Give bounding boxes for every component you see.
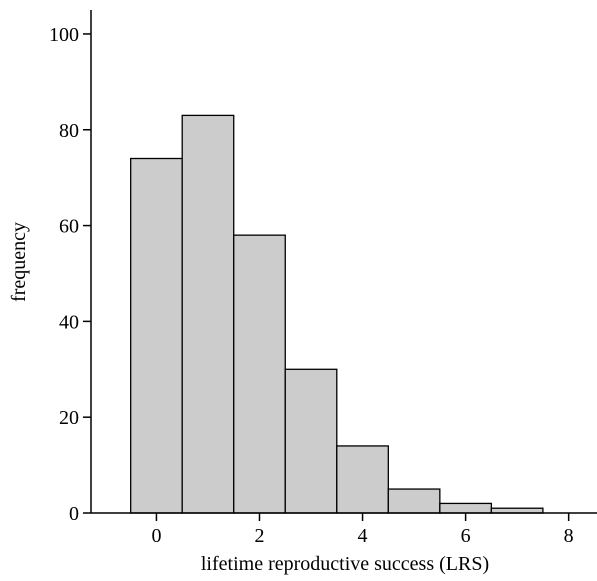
y-tick-label-1: 20 <box>59 407 79 429</box>
y-axis-title: frequency <box>8 222 30 302</box>
y-tick-label-4: 80 <box>59 120 79 142</box>
y-tick-label-2: 40 <box>59 311 79 333</box>
y-tick-label-0: 0 <box>69 503 79 525</box>
histogram-bar-0 <box>130 157 183 514</box>
axes-layer: 0 20 40 60 80 100 0 2 4 6 8 <box>49 10 597 547</box>
histogram-bar-3 <box>284 368 338 514</box>
bars-layer <box>130 114 544 514</box>
histogram-bar-6 <box>439 502 493 514</box>
histogram-bar-4 <box>336 445 389 514</box>
x-tick-label-4: 8 <box>564 525 574 547</box>
x-axis-title: lifetime reproductive success (LRS) <box>201 553 489 575</box>
y-tick-label-3: 60 <box>59 216 79 238</box>
histogram-bar-1 <box>181 114 235 514</box>
histogram-bar-5 <box>387 488 441 514</box>
x-tick-label-3: 6 <box>461 525 471 547</box>
x-tick-label-1: 2 <box>254 525 264 547</box>
x-tick-label-2: 4 <box>358 525 368 547</box>
x-tick-label-0: 0 <box>151 525 161 547</box>
histogram-bar-2 <box>233 234 286 514</box>
y-tick-label-5: 100 <box>49 24 79 46</box>
